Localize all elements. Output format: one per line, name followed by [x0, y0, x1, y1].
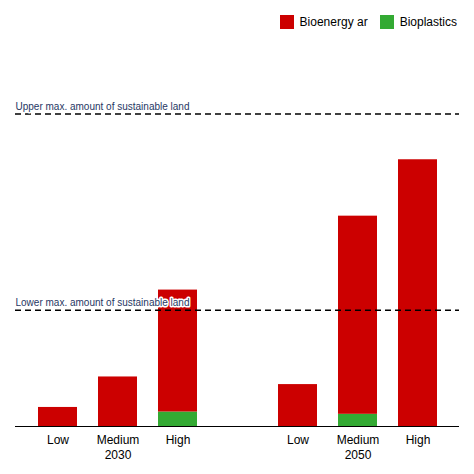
html-text:Bioenergy ar: Bioenergy ar [299, 14, 368, 29]
svg-text:High: High [166, 433, 191, 447]
svg-text:High: High [406, 433, 431, 447]
svg-text:Low: Low [47, 433, 69, 447]
html-text:Bioplastics: Bioplastics [399, 14, 457, 29]
svg-text:2030: 2030 [105, 448, 132, 462]
svg-text:2050: 2050 [345, 448, 372, 462]
svg-text:Low: Low [287, 433, 309, 447]
svg-text:Upper max. amount of sustainab: Upper max. amount of sustainable land [16, 101, 190, 112]
svg-text:Lower max. amount of sustainab: Lower max. amount of sustainable land [16, 297, 190, 308]
svg-text:Medium: Medium [97, 433, 140, 447]
svg-text:Medium: Medium [337, 433, 380, 447]
